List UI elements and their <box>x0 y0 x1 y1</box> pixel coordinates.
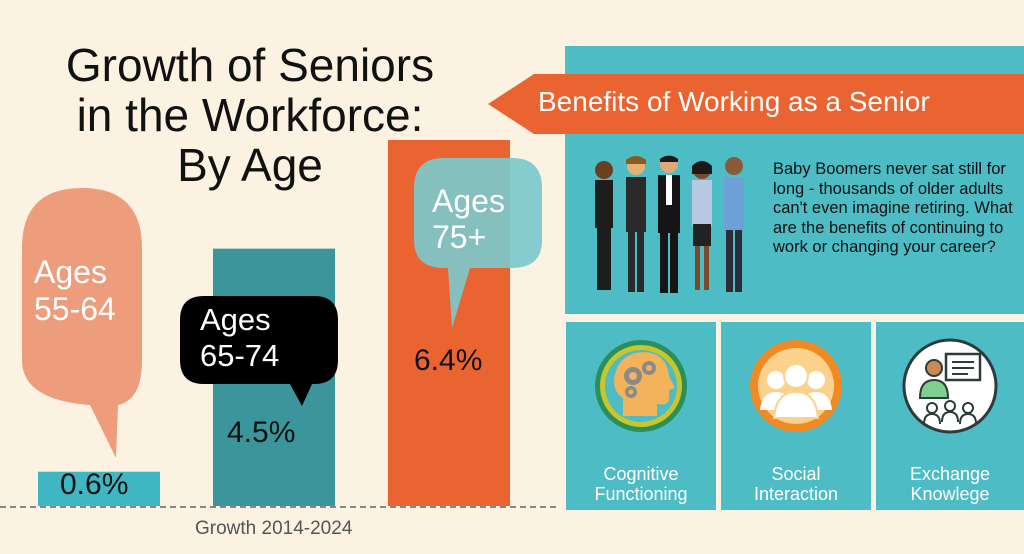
card-3-line-1: Exchange <box>909 464 991 484</box>
benefit-card-label: Social Interaction <box>721 464 871 504</box>
people-group-icon <box>750 340 842 432</box>
benefit-card-social: Social Interaction <box>721 322 871 510</box>
speech-bubble <box>414 158 542 328</box>
bubble-label: 75+ <box>432 219 486 255</box>
benefit-card-cognitive: Cognitive Functioning <box>566 322 716 510</box>
benefit-card-exchange: Exchange Knowlege <box>876 322 1024 510</box>
speech-bubble <box>180 296 338 406</box>
bar <box>38 471 160 506</box>
bubble-label: 65-74 <box>200 338 279 373</box>
presenter-board-icon <box>902 338 998 434</box>
data-label: 0.6% <box>60 468 128 501</box>
card-1-line-1: Cognitive <box>603 464 679 484</box>
card-2-line-1: Social <box>771 464 821 484</box>
benefit-card-label: Cognitive Functioning <box>566 464 716 504</box>
chart-x-axis-label: Growth 2014-2024 <box>195 518 353 539</box>
benefits-title: Benefits of Working as a Senior <box>538 86 930 117</box>
head-gears-icon <box>595 340 687 432</box>
card-1-line-2: Functioning <box>594 484 688 504</box>
bubble-label: 55-64 <box>34 291 116 327</box>
title-line-2: in the Workforce: <box>76 89 424 141</box>
benefit-card-label: Exchange Knowlege <box>876 464 1024 504</box>
data-label: 6.4% <box>414 344 482 377</box>
page-title: Growth of Seniors in the Workforce: By A… <box>0 40 500 190</box>
data-label: 4.5% <box>227 416 295 449</box>
benefits-description: Baby Boomers never sat still for long - … <box>773 160 1013 256</box>
title-line-1: Growth of Seniors <box>65 39 435 91</box>
bubble-label: Ages <box>200 302 271 337</box>
card-3-line-2: Knowlege <box>910 484 990 504</box>
title-line-3: By Age <box>177 139 323 191</box>
bubble-label: Ages <box>34 254 107 290</box>
bubble-label: Ages <box>432 183 505 219</box>
card-2-line-2: Interaction <box>753 484 839 504</box>
speech-bubble <box>22 188 142 458</box>
benefits-banner <box>488 74 1024 134</box>
business-people-group-icon <box>595 155 744 293</box>
